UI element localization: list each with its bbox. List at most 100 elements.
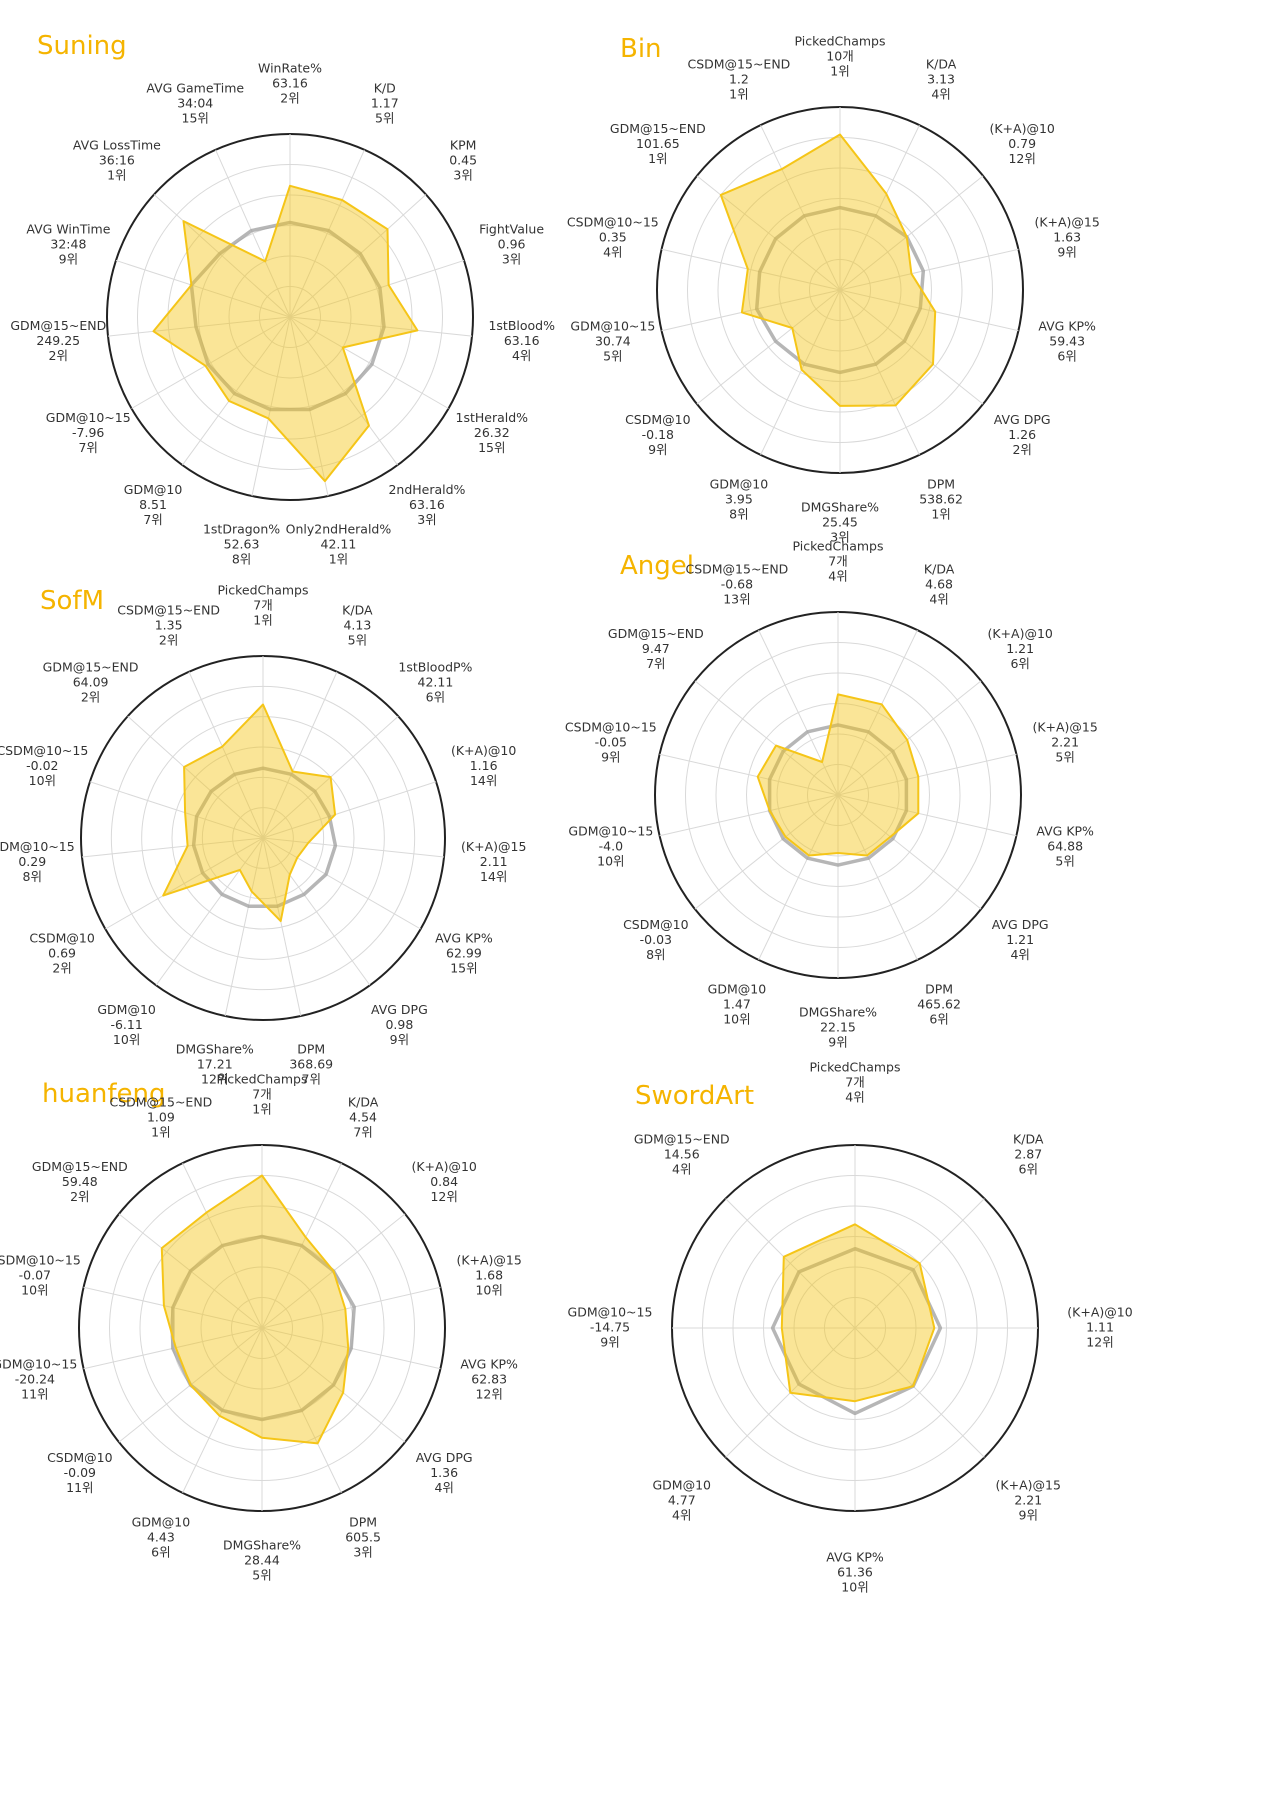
axis-label: AVG KP%	[1038, 318, 1096, 333]
spoke	[81, 837, 264, 858]
stat-value: 1.47	[723, 996, 751, 1011]
stat-rank: 10위	[21, 1283, 48, 1298]
spoke	[215, 149, 291, 318]
axis-label: GDM@15~END	[610, 121, 706, 136]
average-line	[171, 1234, 356, 1422]
stat-rank: 2위	[159, 633, 178, 648]
stat-rank: 2위	[280, 91, 299, 106]
radar-chart: SwordArtPickedChamps7개4위K/DA2.876위(K+A)@…	[568, 1060, 1133, 1595]
spoke	[224, 837, 264, 1017]
stat-value: -0.07	[19, 1268, 51, 1283]
stat-value: 605.5	[345, 1529, 381, 1544]
axis-label: PickedChamps	[795, 34, 886, 49]
stat-value: 9.47	[642, 641, 670, 656]
spoke	[182, 316, 291, 466]
spoke	[115, 259, 291, 318]
stat-rank: 1위	[107, 168, 126, 183]
stat-rank: 1위	[252, 1102, 271, 1117]
spoke	[262, 837, 371, 986]
stat-rank: 12위	[1086, 1335, 1113, 1350]
axis-label: 2ndHerald%	[388, 482, 465, 497]
stat-rank: 4위	[512, 348, 531, 363]
stat-value: 1.36	[430, 1465, 458, 1480]
stat-rank: 5위	[603, 348, 622, 363]
spoke	[694, 680, 839, 796]
stat-rank: 2위	[52, 961, 71, 976]
stat-value: 2.21	[1014, 1493, 1042, 1508]
stat-value: 249.25	[36, 333, 80, 348]
stat-rank: 2위	[81, 689, 100, 704]
axis-label: GDM@10	[132, 1514, 191, 1529]
axis-label: (K+A)@15	[1032, 720, 1097, 735]
axis-label: (K+A)@10	[451, 743, 516, 758]
spoke	[758, 629, 839, 796]
axis-label: AVG DPG	[371, 1002, 428, 1017]
spoke	[262, 671, 338, 839]
axis-label: PickedChamps	[810, 1060, 901, 1075]
axis-label: AVG WinTime	[26, 221, 110, 236]
chart-title: SofM	[40, 586, 104, 616]
stat-rank: 5위	[252, 1568, 271, 1583]
stat-rank: 9위	[390, 1032, 409, 1047]
axis-label: GDM@15~END	[43, 659, 139, 674]
spoke	[262, 837, 421, 930]
spoke	[837, 794, 918, 961]
axis-label: CSDM@10	[623, 917, 689, 932]
axis-label: CSDM@10~15	[565, 720, 657, 735]
stat-value: 4.13	[343, 618, 371, 633]
stat-value: 0.35	[599, 230, 627, 245]
spoke	[153, 194, 291, 318]
spoke	[131, 316, 291, 409]
axis-label: CSDM@15~END	[685, 562, 788, 577]
spoke	[107, 316, 291, 337]
axis-label: 1stDragon%	[203, 521, 280, 536]
stat-value: 1.17	[371, 96, 399, 111]
axis-label: KPM	[450, 138, 477, 153]
player-area	[162, 703, 337, 923]
axis-label: (K+A)@15	[461, 839, 526, 854]
stat-value: 61.36	[837, 1565, 873, 1580]
axis-label: GDM@15~END	[10, 318, 106, 333]
axis-label: (K+A)@10	[987, 626, 1052, 641]
radar-chart: SofM PickedChamps7개1위K/DA4.135위1stBloodP%…	[0, 583, 526, 1087]
spoke	[837, 680, 982, 796]
stat-rank: 12위	[201, 1071, 228, 1086]
radar-chart: SuningWinRate%63.162위K/D1.175위KPM0.453위F…	[10, 31, 555, 566]
stat-value: 32:48	[50, 236, 86, 251]
stat-rank: 6위	[426, 689, 445, 704]
stat-rank: 1위	[931, 506, 950, 521]
axis-label: GDM@10	[97, 1002, 156, 1017]
stat-value: 1.63	[1053, 230, 1081, 245]
stat-value: 0.79	[1008, 136, 1036, 151]
stat-rank: 2위	[70, 1189, 89, 1204]
stat-rank: 11위	[21, 1386, 48, 1401]
stat-value: -0.18	[642, 427, 674, 442]
stat-rank: 1위	[648, 151, 667, 166]
spoke	[155, 837, 264, 986]
axis-label: DPM	[925, 981, 953, 996]
stat-rank: 4위	[828, 569, 847, 584]
spoke	[659, 753, 839, 796]
spoke	[188, 671, 264, 839]
axis-label: K/DA	[348, 1095, 379, 1110]
stat-value: 52.63	[224, 536, 260, 551]
stat-rank: 4위	[1010, 947, 1029, 962]
stat-value: 26.32	[474, 425, 510, 440]
axis-label: GDM@10	[653, 1478, 712, 1493]
stat-value: 1.2	[729, 72, 749, 87]
stat-rank: 9위	[648, 442, 667, 457]
stat-rank: 6위	[1010, 656, 1029, 671]
stat-rank: 9위	[1057, 245, 1076, 260]
stat-rank: 1위	[253, 613, 272, 628]
stat-rank: 4위	[929, 592, 948, 607]
axis-label: GDM@10~15	[570, 318, 655, 333]
spoke	[696, 289, 841, 405]
stat-rank: 7위	[353, 1125, 372, 1140]
stat-rank: 7위	[143, 512, 162, 527]
chart-title: huanfeng	[42, 1079, 166, 1109]
stat-value: 1.21	[1006, 932, 1034, 947]
stat-rank: 10위	[723, 1011, 750, 1026]
